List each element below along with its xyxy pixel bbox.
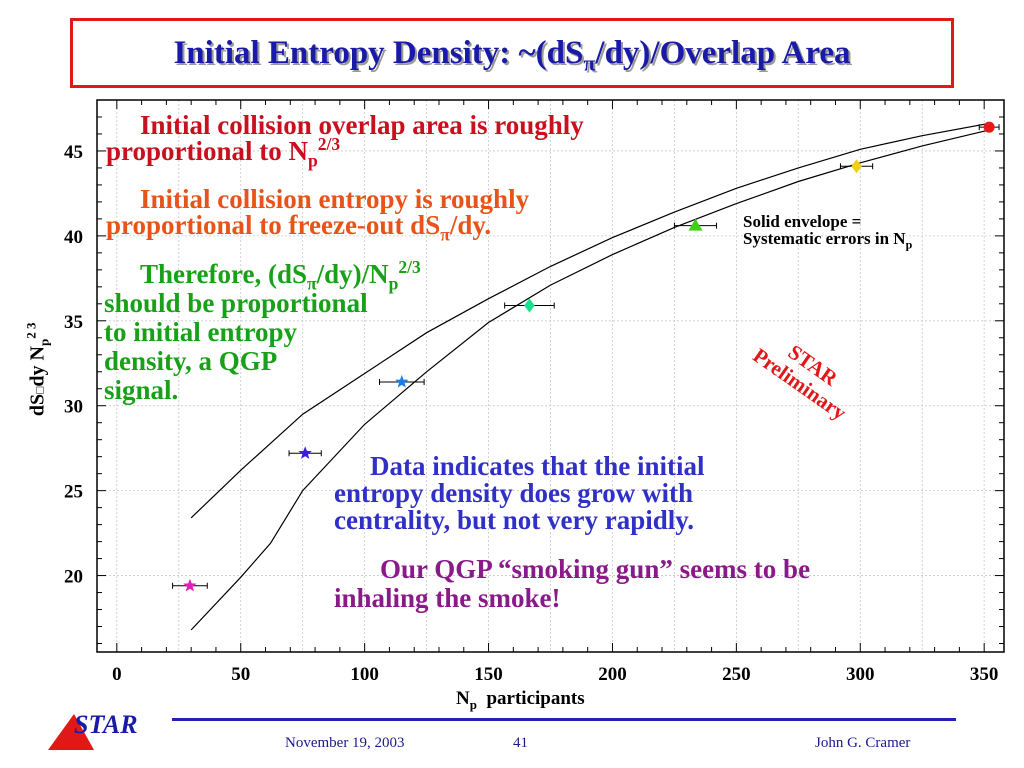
note5-line1: Our QGP “smoking gun” seems to be (380, 554, 811, 584)
x-tick-label: 300 (846, 664, 875, 685)
title-sub: π (583, 50, 596, 76)
y-tick-label: 20 (64, 567, 83, 588)
ylabel-main: dS (26, 393, 49, 417)
note2-line1: Initial collision entropy is roughly (140, 184, 530, 214)
xlabel-main: N (456, 688, 470, 709)
envelope-line1: Solid envelope = (743, 212, 862, 231)
title-suffix: /dy)/Overlap Area (595, 35, 851, 71)
x-tick-label: 200 (598, 664, 627, 685)
note3-sub1: π (306, 273, 317, 294)
y-tick-label: 35 (64, 312, 83, 333)
envelope-sub: p (905, 237, 913, 252)
note1-line2: proportional to N (106, 136, 309, 166)
note1-sub: p (308, 150, 318, 171)
note-smoking-gun: Our QGP “smoking gun” seems to be inhali… (334, 555, 810, 613)
note2-line2a: proportional to freeze-out dS (106, 210, 441, 240)
note1-line1: Initial collision overlap area is roughl… (140, 110, 584, 140)
note4-line3: centrality, but not very rapidly. (334, 505, 694, 535)
title-prefix: Initial Entropy Density: ~(dS (173, 35, 584, 71)
data-point-diamond (851, 159, 862, 174)
note3-line1b: /dy)/N (316, 259, 389, 289)
note-therefore: Therefore, (dSπ/dy)/Np2/3 should be prop… (104, 257, 421, 405)
envelope-line2: Systematic errors in N (743, 229, 906, 248)
x-tick-label: 150 (474, 664, 503, 685)
note-entropy: Initial collision entropy is roughly pro… (106, 184, 530, 244)
ylabel-sub: p (36, 338, 52, 347)
note3-line3: to initial entropy (104, 317, 298, 347)
x-axis-label: Np participants (456, 688, 585, 713)
xlabel-suffix: participants (486, 688, 585, 709)
data-point-diamond (524, 298, 535, 313)
footer-page-number: 41 (513, 735, 528, 751)
footer-rule (172, 718, 956, 721)
note4-line2: entropy density does grow with (334, 478, 694, 508)
envelope-upper-line (190, 123, 987, 519)
note3-sub2: p (388, 273, 399, 294)
slide-title: Initial Entropy Density: ~(dSπ/dy)/Overl… (73, 35, 951, 77)
data-point-circle (983, 121, 995, 133)
note4-line1: Data indicates that the initial (370, 451, 705, 481)
x-tick-label: 250 (722, 664, 751, 685)
ylabel-mid: dy N (26, 346, 49, 387)
note5-line2: inhaling the smoke! (334, 583, 561, 613)
footer-author: John G. Cramer (815, 735, 911, 751)
note3-line1a: Therefore, (dS (140, 259, 307, 289)
star-logo: STAR (48, 710, 138, 750)
y-tick-label: 40 (64, 227, 83, 248)
y-tick-label: 45 (64, 142, 83, 163)
logo-triangle-icon (48, 714, 94, 750)
y-axis-label: dS□dy Np2 3 (24, 309, 53, 429)
x-tick-label: 350 (970, 664, 999, 685)
data-point-star (183, 578, 197, 592)
note3-sup: 2/3 (398, 257, 421, 277)
note2-sub: π (440, 224, 450, 245)
ylabel-sup: 2 3 (23, 322, 39, 339)
note3-line2: should be proportional (104, 288, 368, 318)
y-tick-label: 30 (64, 397, 83, 418)
note3-line4: density, a QGP (104, 346, 278, 376)
x-tick-label: 100 (350, 664, 379, 685)
x-tick-label: 50 (231, 664, 250, 685)
data-point-star (395, 374, 409, 388)
note-overlap-area: Initial collision overlap area is roughl… (106, 110, 584, 170)
xlabel-sub: p (469, 696, 477, 712)
data-point-triangle (688, 218, 703, 231)
title-box: Initial Entropy Density: ~(dSπ/dy)/Overl… (70, 18, 954, 88)
y-tick-label: 25 (64, 482, 83, 503)
note3-line5: signal. (104, 375, 179, 405)
envelope-lower-line (190, 130, 987, 631)
note-data-indicates: Data indicates that the initial entropy … (334, 453, 705, 534)
envelope-note: Solid envelope = Systematic errors in Np (743, 213, 912, 253)
note1-sup: 2/3 (317, 134, 341, 154)
ylabel-box: □ (32, 386, 47, 394)
data-point-star (298, 446, 312, 459)
logo-text: STAR (74, 710, 138, 739)
x-tick-label: 0 (112, 664, 122, 685)
note2-line2b: /dy. (449, 210, 492, 240)
plot-frame (96, 99, 1005, 653)
footer-date: November 19, 2003 (285, 735, 405, 751)
